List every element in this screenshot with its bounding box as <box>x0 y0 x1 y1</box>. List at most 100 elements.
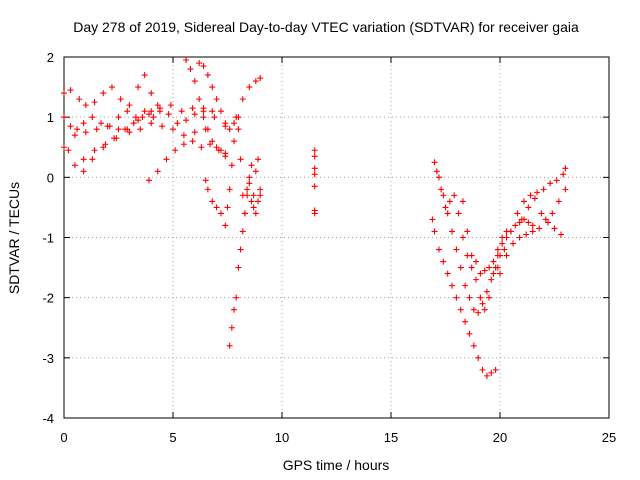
series-arc9 <box>202 177 229 229</box>
data-point <box>213 144 220 151</box>
series-arc13 <box>429 216 499 379</box>
data-point <box>442 204 449 211</box>
data-point <box>233 114 240 121</box>
data-point <box>311 147 318 154</box>
data-point <box>255 156 262 163</box>
data-point <box>200 108 207 115</box>
data-point <box>191 129 198 136</box>
y-tick-label: -3 <box>42 351 54 366</box>
data-point <box>462 318 469 325</box>
axis-ticks: 0 5 10 15 20 25 -4 -3 -2 -1 0 1 2 <box>42 50 616 445</box>
data-point <box>106 123 113 130</box>
data-point <box>93 126 100 133</box>
data-point <box>237 246 244 253</box>
data-point <box>189 138 196 145</box>
data-point <box>459 198 466 205</box>
data-point <box>523 231 530 238</box>
data-point <box>202 177 209 184</box>
data-point <box>542 216 549 223</box>
data-point <box>80 120 87 127</box>
data-point <box>91 147 98 154</box>
data-point <box>135 84 142 91</box>
data-point <box>558 231 565 238</box>
data-point <box>438 186 445 193</box>
data-point <box>80 156 87 163</box>
data-point <box>89 156 96 163</box>
data-point <box>466 330 473 337</box>
series-arc14 <box>431 159 503 316</box>
data-point <box>67 87 74 94</box>
data-point <box>82 129 89 136</box>
series-arc12 <box>311 147 318 217</box>
data-point <box>257 75 264 82</box>
y-tick-label: 0 <box>47 170 54 185</box>
data-point <box>252 168 259 175</box>
data-point <box>231 120 238 127</box>
data-point <box>444 270 451 277</box>
data-point <box>150 114 157 121</box>
data-point <box>146 177 153 184</box>
x-tick-label: 25 <box>602 430 616 445</box>
data-point <box>115 126 122 133</box>
series-arc17 <box>494 165 569 271</box>
data-point <box>540 186 547 193</box>
data-point <box>196 60 203 67</box>
data-point <box>553 177 560 184</box>
data-point <box>207 141 214 148</box>
data-point <box>431 159 438 166</box>
data-point <box>479 366 486 373</box>
data-point <box>231 306 238 313</box>
data-point <box>183 57 190 64</box>
y-tick-label: 1 <box>47 110 54 125</box>
data-point <box>503 252 510 259</box>
data-point <box>512 222 519 229</box>
data-point <box>204 72 211 79</box>
data-point <box>156 108 163 115</box>
data-point <box>514 210 521 217</box>
data-point <box>483 288 490 295</box>
series-arc7 <box>183 57 229 157</box>
data-point <box>453 246 460 253</box>
series-arc18 <box>497 186 569 277</box>
data-point <box>226 186 233 193</box>
data-point <box>248 198 255 205</box>
data-point <box>444 210 451 217</box>
data-point <box>65 147 72 154</box>
data-point <box>453 294 460 301</box>
data-point <box>61 90 67 97</box>
data-point <box>154 102 161 109</box>
data-point <box>547 180 554 187</box>
data-point <box>255 198 262 205</box>
data-point <box>100 144 107 151</box>
data-point <box>178 108 185 115</box>
series-arc3 <box>61 108 157 154</box>
data-point <box>529 222 536 229</box>
data-point <box>174 120 181 127</box>
data-point <box>551 225 558 232</box>
data-point <box>217 210 224 217</box>
data-point <box>146 111 153 118</box>
y-tick-label: -4 <box>42 411 54 426</box>
data-point <box>67 123 74 130</box>
data-point <box>137 126 144 133</box>
data-point <box>555 198 562 205</box>
data-point <box>126 102 133 109</box>
data-point <box>148 108 155 115</box>
data-point <box>534 189 541 196</box>
data-point <box>180 132 187 139</box>
x-tick-label: 5 <box>169 430 176 445</box>
data-point <box>486 294 493 301</box>
data-point <box>91 99 98 106</box>
data-point <box>477 270 484 277</box>
data-point <box>488 369 495 376</box>
data-point <box>477 294 484 301</box>
data-point <box>483 372 490 379</box>
data-point <box>525 204 532 211</box>
data-point <box>117 96 124 103</box>
data-point <box>113 135 120 142</box>
data-point <box>510 240 517 247</box>
data-point <box>209 198 216 205</box>
data-point <box>311 165 318 172</box>
data-point <box>468 264 475 271</box>
